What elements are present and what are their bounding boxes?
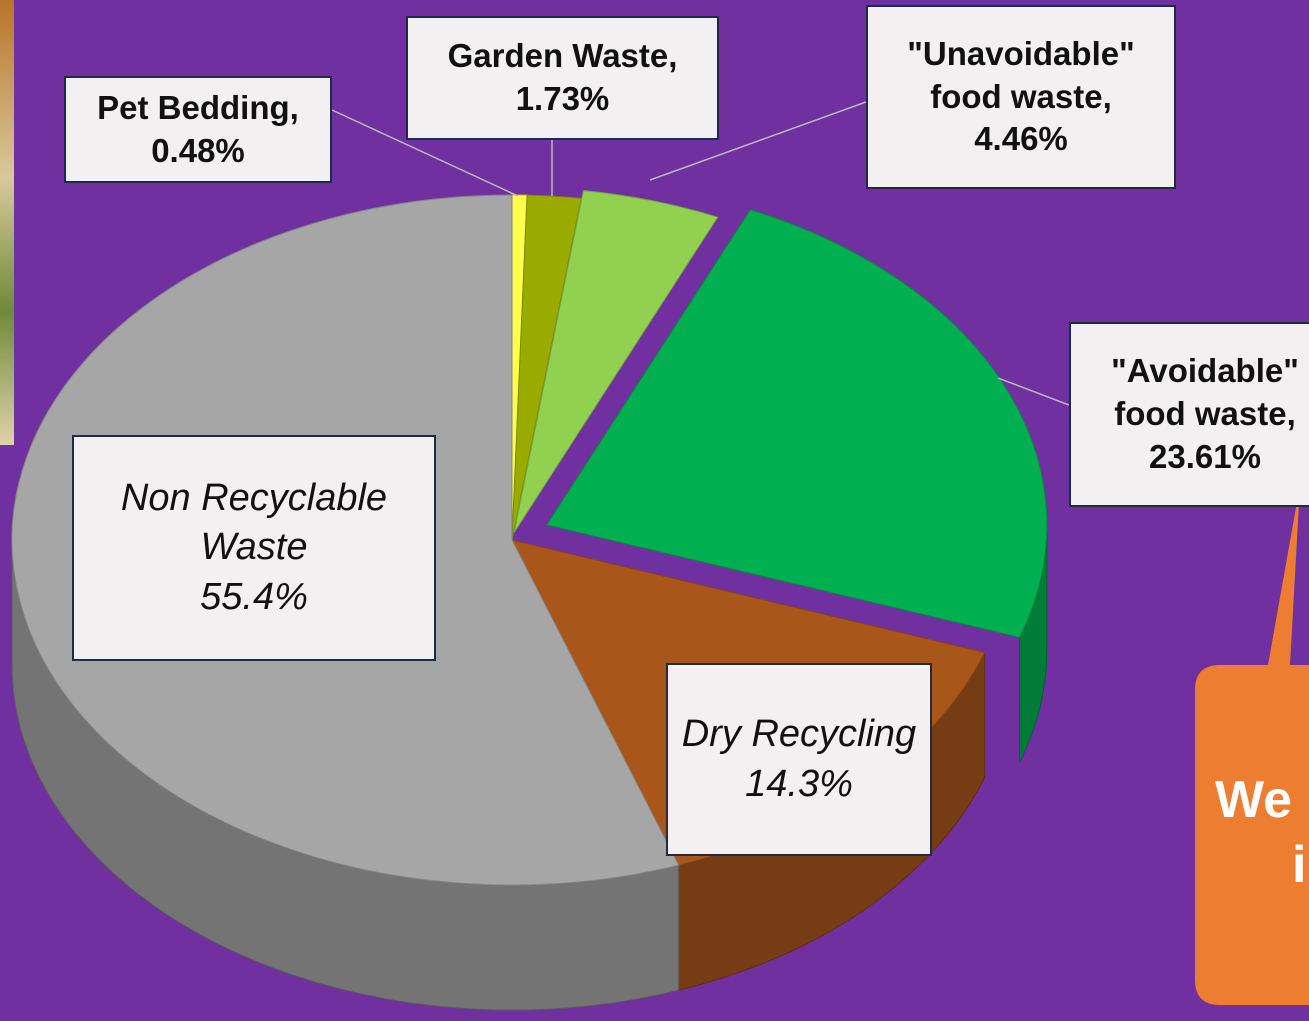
callout-text: i	[1292, 836, 1307, 894]
leader-line	[997, 377, 1070, 406]
data-label: Garden Waste, 1.73%	[406, 16, 719, 140]
pie-slice	[513, 190, 719, 533]
label-category: Garden Waste,	[447, 37, 678, 75]
label-value: 55.4%	[200, 575, 308, 618]
data-label: "Avoidable" food waste, 23.61%	[1069, 322, 1309, 507]
label-category: "Unavoidable" food waste,	[907, 34, 1135, 115]
photo-edge	[0, 0, 14, 445]
pie-slice	[546, 209, 1048, 638]
label-category: Pet Bedding,	[97, 88, 299, 126]
data-label: Dry Recycling 14.3%	[666, 663, 932, 856]
label-category: "Avoidable" food waste,	[1111, 352, 1299, 433]
data-label: Non Recyclable Waste 55.4%	[72, 435, 436, 661]
callout-bubble	[1195, 485, 1309, 1005]
leader-line	[331, 109, 519, 197]
leader-line	[649, 101, 867, 181]
data-label: Pet Bedding, 0.48%	[64, 76, 332, 183]
label-category: Non Recyclable Waste	[120, 476, 388, 569]
label-value: 4.46%	[974, 120, 1068, 158]
label-value: 1.73%	[515, 80, 610, 117]
callout-text: We	[1215, 771, 1293, 829]
label-value: 14.3%	[745, 762, 853, 805]
pie-slice	[511, 194, 582, 541]
label-category: Dry Recycling	[681, 713, 917, 756]
data-label: "Unavoidable" food waste, 4.46%	[866, 5, 1176, 189]
label-value: 23.61%	[1149, 437, 1261, 475]
label-value: 0.48%	[151, 131, 245, 169]
